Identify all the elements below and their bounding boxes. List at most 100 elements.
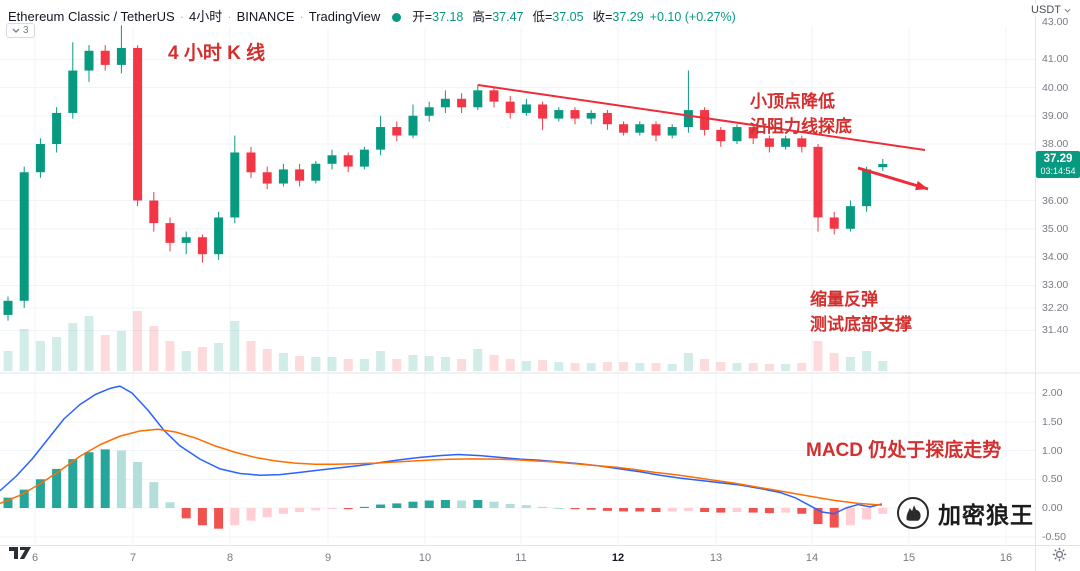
watermark: 加密狼王 (896, 496, 1034, 530)
price-axis-label: 39.00 (1042, 109, 1069, 122)
price-axis-label: 43.00 (1042, 16, 1069, 28)
price-axis-label: 33.00 (1042, 279, 1069, 292)
macd-histogram-bar (392, 503, 402, 508)
time-axis-label: 16 (999, 552, 1013, 564)
volume-bar (133, 311, 143, 371)
candle-body (764, 138, 774, 147)
volume-bar (619, 362, 629, 371)
volume-bar (586, 363, 596, 371)
volume-bar (68, 323, 78, 371)
candle-body (781, 138, 791, 147)
candle-body (829, 217, 839, 229)
candle-body (619, 124, 629, 133)
volume-bar (278, 353, 288, 371)
time-axis-label: 10 (418, 552, 432, 564)
candle-body (732, 127, 742, 142)
down-arrow-head (915, 180, 928, 191)
macd-histogram-bar (505, 503, 515, 508)
low-label: 低= (532, 10, 553, 24)
tradingview-logo-icon[interactable] (8, 545, 32, 566)
volume-bar (311, 357, 321, 371)
candle-body (84, 50, 94, 71)
indicators-collapse-button[interactable]: 3 (6, 23, 35, 38)
bar-countdown: 03:14:54 (1040, 166, 1076, 177)
macd-histogram-bar (440, 499, 450, 508)
volume-bar (635, 363, 645, 371)
high-label: 高= (472, 10, 493, 24)
macd-histogram-bar (278, 508, 288, 514)
resistance-trendline[interactable] (477, 84, 926, 151)
market-status-dot[interactable] (392, 13, 402, 22)
volume-bar (295, 356, 305, 371)
candle-body (278, 169, 288, 184)
settings-gear-icon[interactable] (1052, 547, 1067, 567)
annotation-line: 沿阻力线探底 (750, 116, 852, 136)
candle-body (554, 110, 564, 119)
volume-bar (489, 355, 499, 371)
macd-signal-line (0, 428, 883, 506)
brand-label[interactable]: TradingView (308, 9, 381, 24)
macd-histogram-bar (181, 508, 191, 519)
volume-bar (554, 362, 564, 371)
price-scale[interactable]: 43.00 41.00 40.00 39.00 38.00 36.00 35.00 34.00… (1035, 0, 1080, 571)
volume-bar (262, 349, 272, 371)
price-scale-currency-button[interactable]: USDT (1029, 4, 1073, 16)
volume-bar (359, 359, 369, 371)
volume-bar (149, 326, 159, 371)
volume-bar (214, 343, 224, 371)
down-arrow-drawing[interactable] (857, 166, 929, 191)
volume-bar (505, 359, 515, 371)
volume-bar (683, 353, 693, 371)
candle-body (68, 70, 78, 113)
price-axis-label: 38.00 (1042, 138, 1069, 150)
candle-body (635, 124, 645, 133)
time-axis-label: 13 (709, 552, 723, 564)
volume-bar (538, 360, 548, 371)
candle-body (700, 110, 710, 130)
candle-body (392, 127, 402, 136)
volume-bar (181, 351, 191, 371)
annotation-macd-note: MACD 仍处于探底走势 (806, 440, 1002, 461)
volume-bar (343, 359, 353, 371)
macd-histogram-bar (797, 508, 807, 514)
volume-bar (424, 356, 434, 371)
candle-body (797, 138, 807, 147)
macd-histogram-bar (19, 489, 29, 508)
candle-body (683, 110, 693, 128)
volume-bar (732, 363, 742, 371)
macd-histogram-bar (619, 508, 629, 512)
price-axis-label: 32.20 (1042, 301, 1069, 314)
candle-body (424, 107, 434, 116)
candle-body (602, 112, 612, 125)
macd-axis-label: 1.50 (1042, 415, 1063, 428)
price-axis-label: 31.40 (1042, 324, 1069, 337)
symbol-title[interactable]: Ethereum Classic / TetherUS (8, 9, 175, 24)
interval-label[interactable]: 4小时 (189, 9, 223, 24)
macd-axis-label: 1.00 (1042, 444, 1063, 457)
candle-body (262, 172, 272, 184)
volume-bar (408, 355, 418, 371)
candle-body (521, 104, 531, 113)
macd-histogram-bar (538, 506, 548, 508)
time-axis-label: 12 (611, 552, 625, 564)
volume-bar (197, 347, 207, 371)
annotation-line: 小顶点降低 (750, 92, 835, 111)
time-axis-label: 8 (226, 552, 234, 564)
macd-histogram-bar (845, 508, 855, 526)
macd-histogram-bar (246, 508, 256, 521)
volume-bar (165, 341, 175, 371)
macd-histogram-bar (197, 508, 207, 526)
chevron-down-icon (1064, 8, 1071, 13)
open-value: 37.18 (432, 10, 464, 24)
time-scale[interactable]: 6 7 8 9 10 11 12 13 14 15 16 (0, 545, 1080, 571)
watermark-text: 加密狼王 (938, 502, 1034, 528)
time-axis-label: 9 (324, 552, 332, 564)
macd-histogram-bar (651, 508, 661, 513)
candle-body (327, 155, 337, 164)
change-value: +0.10 (+0.27%) (649, 10, 736, 24)
candle-body (667, 127, 677, 136)
macd-histogram-bar (116, 450, 126, 508)
price-axis-label: 36.00 (1042, 194, 1069, 207)
